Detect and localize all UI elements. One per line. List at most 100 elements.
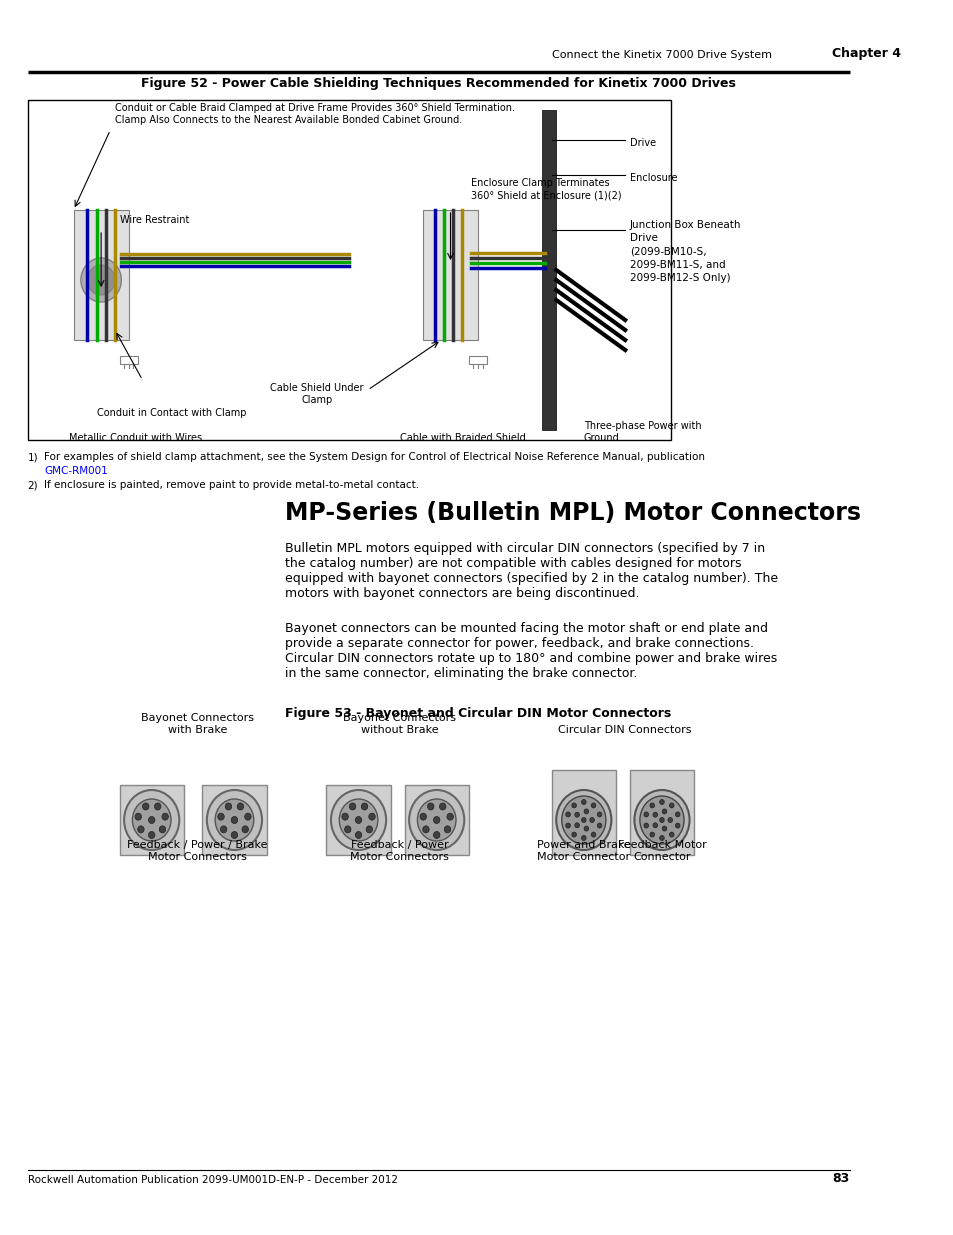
Circle shape xyxy=(344,826,351,832)
Circle shape xyxy=(331,790,386,850)
Circle shape xyxy=(589,818,594,823)
Circle shape xyxy=(237,803,243,810)
Bar xyxy=(73,210,129,340)
Text: Enclosure: Enclosure xyxy=(629,173,677,183)
Circle shape xyxy=(154,803,161,810)
Bar xyxy=(629,769,694,855)
Circle shape xyxy=(643,823,648,827)
Text: GMC-RM001: GMC-RM001 xyxy=(44,466,108,475)
Circle shape xyxy=(419,813,426,820)
Circle shape xyxy=(355,816,361,824)
Circle shape xyxy=(81,258,121,303)
Circle shape xyxy=(556,790,611,850)
Circle shape xyxy=(244,813,251,820)
Text: 83: 83 xyxy=(831,1172,848,1186)
Text: 2): 2) xyxy=(28,480,38,490)
Text: Feedback Motor
Connector: Feedback Motor Connector xyxy=(617,840,705,862)
Circle shape xyxy=(583,809,588,814)
Bar xyxy=(326,785,391,855)
Circle shape xyxy=(231,831,237,839)
Circle shape xyxy=(675,811,679,816)
Circle shape xyxy=(341,813,348,820)
Circle shape xyxy=(581,799,585,804)
Text: Connect the Kinetix 7000 Drive System: Connect the Kinetix 7000 Drive System xyxy=(551,49,771,61)
Bar xyxy=(28,100,671,440)
Circle shape xyxy=(669,803,673,808)
Circle shape xyxy=(659,836,663,841)
Circle shape xyxy=(339,799,377,841)
Circle shape xyxy=(361,803,367,810)
Bar xyxy=(422,210,477,340)
Text: Bayonet Connectors
without Brake: Bayonet Connectors without Brake xyxy=(343,714,456,735)
Circle shape xyxy=(369,813,375,820)
Text: .: . xyxy=(94,466,98,475)
Text: Figure 53 - Bayonet and Circular DIN Motor Connectors: Figure 53 - Bayonet and Circular DIN Mot… xyxy=(285,706,671,720)
Bar xyxy=(542,110,556,430)
Text: the catalog number) are not compatible with cables designed for motors: the catalog number) are not compatible w… xyxy=(285,557,740,571)
Circle shape xyxy=(581,818,585,823)
Text: Power and Brake
Motor Connector: Power and Brake Motor Connector xyxy=(537,840,630,862)
Text: provide a separate connector for power, feedback, and brake connections.: provide a separate connector for power, … xyxy=(285,637,753,650)
Circle shape xyxy=(355,831,361,839)
Circle shape xyxy=(652,823,657,827)
Text: Bulletin MPL motors equipped with circular DIN connectors (specified by 7 in: Bulletin MPL motors equipped with circul… xyxy=(285,542,764,555)
Text: Circular DIN Connectors: Circular DIN Connectors xyxy=(558,725,691,735)
Circle shape xyxy=(649,832,654,837)
Circle shape xyxy=(639,797,683,844)
Circle shape xyxy=(422,826,429,832)
Circle shape xyxy=(215,799,253,841)
Circle shape xyxy=(565,811,570,816)
Circle shape xyxy=(652,813,657,818)
Circle shape xyxy=(591,803,596,808)
Circle shape xyxy=(444,826,450,832)
Circle shape xyxy=(225,803,232,810)
Circle shape xyxy=(597,823,601,827)
Circle shape xyxy=(366,826,373,832)
Text: Cable Shield Under
Clamp: Cable Shield Under Clamp xyxy=(270,383,363,405)
Text: 1): 1) xyxy=(28,452,38,462)
Circle shape xyxy=(571,803,576,808)
Bar xyxy=(119,785,184,855)
Circle shape xyxy=(149,816,154,824)
Circle shape xyxy=(132,799,171,841)
Circle shape xyxy=(643,811,648,816)
Text: Three-phase Power with
Ground: Three-phase Power with Ground xyxy=(583,421,700,443)
Text: Figure 52 - Power Cable Shielding Techniques Recommended for Kinetix 7000 Drives: Figure 52 - Power Cable Shielding Techni… xyxy=(141,77,735,90)
Circle shape xyxy=(242,826,248,832)
Text: Bayonet Connectors
with Brake: Bayonet Connectors with Brake xyxy=(141,714,253,735)
Circle shape xyxy=(575,823,578,827)
Circle shape xyxy=(427,803,434,810)
Circle shape xyxy=(571,832,576,837)
Text: Conduit in Contact with Clamp: Conduit in Contact with Clamp xyxy=(96,408,246,417)
Circle shape xyxy=(575,813,578,818)
Circle shape xyxy=(137,826,144,832)
Bar xyxy=(404,785,468,855)
Circle shape xyxy=(159,826,166,832)
Text: Circular DIN connectors rotate up to 180° and combine power and brake wires: Circular DIN connectors rotate up to 180… xyxy=(285,652,777,664)
Circle shape xyxy=(591,832,596,837)
Bar xyxy=(119,356,138,364)
Circle shape xyxy=(135,813,141,820)
Circle shape xyxy=(661,826,666,831)
Circle shape xyxy=(634,790,689,850)
Circle shape xyxy=(649,803,654,808)
Circle shape xyxy=(220,826,227,832)
Text: MP-Series (Bulletin MPL) Motor Connectors: MP-Series (Bulletin MPL) Motor Connector… xyxy=(285,501,861,525)
Text: Chapter 4: Chapter 4 xyxy=(831,47,900,61)
Text: For examples of shield clamp attachment, see the System Design for Control of El: For examples of shield clamp attachment,… xyxy=(44,452,704,462)
Circle shape xyxy=(565,823,570,827)
Text: Bayonet connectors can be mounted facing the motor shaft or end plate and: Bayonet connectors can be mounted facing… xyxy=(285,622,767,635)
Circle shape xyxy=(597,811,601,816)
Text: Metallic Conduit with Wires: Metallic Conduit with Wires xyxy=(69,433,202,443)
Circle shape xyxy=(409,790,464,850)
Circle shape xyxy=(124,790,179,850)
Circle shape xyxy=(661,809,666,814)
Circle shape xyxy=(217,813,224,820)
Circle shape xyxy=(149,831,154,839)
Text: Junction Box Beneath
Drive
(2099-BM10-S,
2099-BM11-S, and
2099-BM12-S Only): Junction Box Beneath Drive (2099-BM10-S,… xyxy=(629,220,740,283)
Circle shape xyxy=(433,831,439,839)
Circle shape xyxy=(581,836,585,841)
Circle shape xyxy=(433,816,439,824)
Text: Feedback / Power / Brake
Motor Connectors: Feedback / Power / Brake Motor Connector… xyxy=(128,840,268,862)
Text: If enclosure is painted, remove paint to provide metal-to-metal contact.: If enclosure is painted, remove paint to… xyxy=(44,480,418,490)
